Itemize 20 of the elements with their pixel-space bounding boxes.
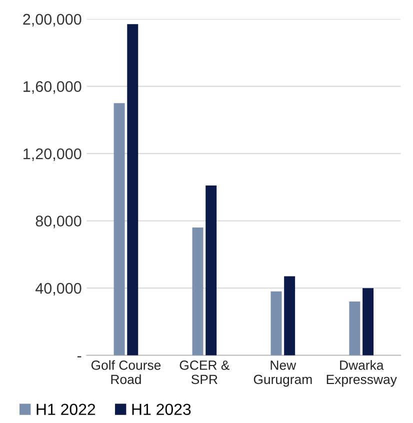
y-tick-label: 40,000 bbox=[35, 282, 82, 296]
legend-label: H1 2023 bbox=[132, 404, 191, 416]
bar bbox=[114, 103, 125, 356]
y-tick-label: 2,00,000 bbox=[23, 14, 82, 27]
bar bbox=[362, 288, 374, 356]
bar bbox=[349, 302, 360, 356]
bar bbox=[284, 276, 296, 356]
x-tick-label: Golf Course Road bbox=[91, 360, 161, 384]
x-tick-label: Dwarka Expressway bbox=[326, 360, 397, 387]
bar bbox=[192, 228, 204, 356]
y-tick-label: 80,000 bbox=[36, 216, 82, 228]
bar bbox=[127, 24, 138, 356]
y-tick-label: 1,20,000 bbox=[24, 148, 82, 162]
bar bbox=[270, 291, 282, 356]
x-tick-label: New Gurugram bbox=[254, 360, 312, 387]
bar bbox=[206, 185, 217, 356]
x-tick-label: GCER & SPR bbox=[180, 360, 230, 384]
y-tick-label: 1,60,000 bbox=[24, 81, 82, 94]
y-tick-label: - bbox=[77, 356, 82, 358]
legend-label: H1 2022 bbox=[36, 404, 96, 416]
